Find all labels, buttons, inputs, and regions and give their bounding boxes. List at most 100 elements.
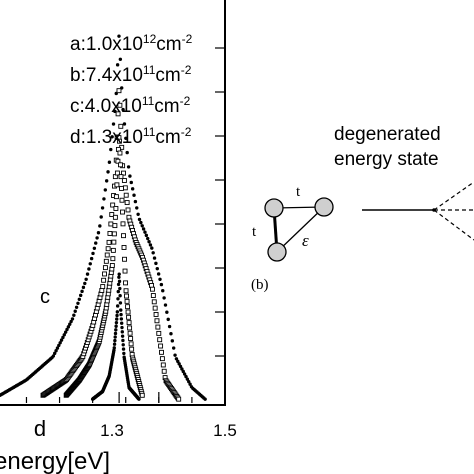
series-c-point [115, 158, 121, 164]
series-a-point [156, 272, 161, 276]
series-a-point [98, 224, 102, 228]
spectra-plot: a:1.0x1012cm-2 b:7.4x1011cm-2 c:4.0x1011cm… [0, 0, 237, 474]
series-d-point [122, 351, 126, 356]
series-c-point [111, 239, 117, 245]
series-b-point [115, 111, 121, 117]
edge-diagonal [276, 206, 325, 253]
series-c-point [124, 298, 130, 304]
series-a-point [159, 282, 164, 287]
series-d-point [119, 308, 123, 312]
data-points [0, 34, 207, 402]
series-b-point [149, 286, 155, 292]
series-a-point [102, 197, 106, 201]
series-c-point [110, 247, 116, 253]
series-a-point [77, 297, 82, 302]
legend-entry-4: d:1.3x1011cm-2 [70, 125, 192, 148]
series-b-point [105, 246, 111, 252]
series-a-point [65, 327, 69, 332]
series-d-point [118, 301, 123, 305]
series-b-point [151, 299, 157, 305]
plot-frame [0, 0, 226, 406]
series-b-point [160, 362, 166, 368]
series-a-point [111, 122, 116, 126]
series-c-point [123, 280, 128, 286]
series-a-point [104, 179, 109, 183]
series-a-point [63, 330, 68, 334]
series-a-point [181, 369, 185, 374]
series-a-point [96, 231, 101, 235]
series-d-point [120, 334, 125, 338]
series-a-point [70, 317, 75, 321]
series-d-point [116, 297, 120, 301]
series-a-point [73, 309, 77, 313]
series-a-point [184, 374, 188, 379]
series-a-point [95, 236, 99, 240]
series-c-point [129, 346, 135, 352]
series-b-point [110, 202, 116, 208]
series-d-point [113, 331, 118, 336]
x-tick-label-1.5: 1.5 [213, 421, 237, 440]
series-d-point [116, 289, 120, 294]
series-d-point [115, 313, 119, 318]
series-b-point [99, 288, 105, 293]
heading-line-1: degenerated [334, 124, 441, 145]
series-b-point [155, 324, 161, 330]
series-a-point [100, 206, 105, 210]
series-a-point [177, 362, 181, 366]
series-a-point [141, 227, 146, 231]
series-c-point [117, 150, 123, 156]
series-c-point [110, 256, 116, 262]
series-a-point [144, 233, 149, 238]
series-a-point [78, 293, 83, 298]
series-a-point [167, 324, 172, 329]
series-d-point [117, 279, 122, 284]
series-a-point [125, 150, 129, 155]
series-b-point [153, 312, 159, 317]
series-a-point [165, 310, 169, 314]
series-a-point [66, 325, 71, 329]
series-c-point [128, 341, 134, 347]
series-a-point [55, 346, 60, 350]
series-d-point [137, 397, 141, 401]
x-tick-label-1.3: 1.3 [100, 421, 124, 440]
series-d-point [113, 335, 117, 339]
series-a-point [121, 107, 125, 112]
series-d-point [114, 328, 118, 332]
series-a-point [51, 354, 56, 358]
series-b-point [125, 207, 131, 213]
series-c-point [114, 170, 120, 176]
series-c-point [114, 182, 120, 188]
series-c-point [123, 288, 129, 294]
series-c-point [113, 194, 119, 200]
series-a-point [80, 289, 84, 294]
series-c-point [112, 223, 118, 229]
series-a-point [89, 256, 94, 261]
series-b-point [154, 318, 160, 324]
series-c-point [127, 325, 133, 331]
series-b-point [156, 330, 162, 336]
x-axis-label: energy[eV] [0, 448, 110, 474]
series-a-point [161, 289, 165, 293]
series-c-point [112, 214, 118, 220]
series-d-point [118, 294, 122, 298]
series-d-point [116, 282, 121, 287]
series-c-point [111, 231, 117, 237]
series-b-point [121, 178, 127, 183]
series-b-point [121, 170, 126, 176]
series-b-point [101, 277, 107, 283]
series-d-point [112, 342, 117, 346]
series-b-point [104, 252, 110, 258]
series-d-point [121, 347, 126, 351]
series-d-point [121, 338, 125, 343]
series-c-point [119, 197, 125, 203]
series-d-point [115, 310, 120, 314]
series-a-point [122, 122, 127, 126]
series-c-point [121, 233, 126, 239]
series-d-point [115, 317, 119, 321]
series-c-point [118, 174, 124, 180]
series-b-point [103, 258, 109, 264]
series-a-point [110, 135, 114, 139]
series-c-point [121, 245, 127, 250]
series-c-point [120, 209, 125, 215]
series-c-point [109, 263, 115, 268]
